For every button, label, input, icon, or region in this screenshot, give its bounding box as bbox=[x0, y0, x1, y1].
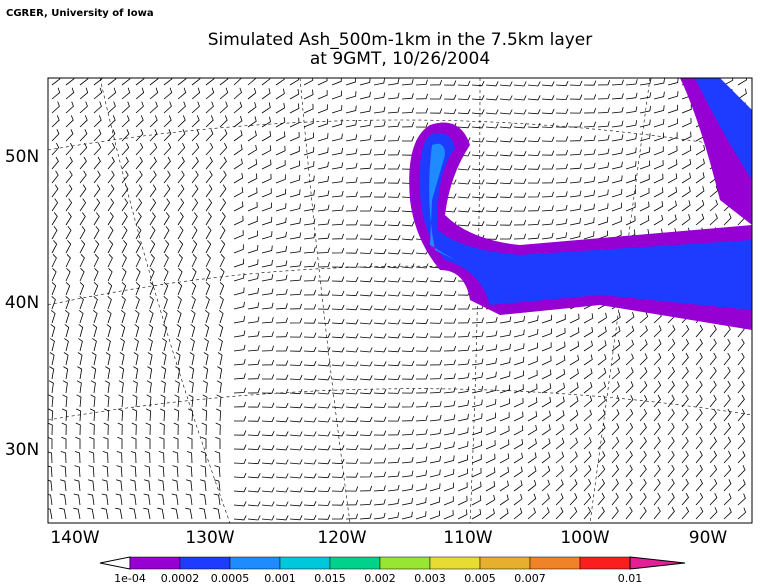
colorbar-label: 1e-04 bbox=[114, 572, 146, 585]
colorbar-label: 0.002 bbox=[364, 572, 396, 585]
lat-label: 50N bbox=[5, 147, 39, 167]
colorbar-over bbox=[629, 556, 686, 570]
lat-label: 40N bbox=[5, 293, 39, 313]
lon-label: 110W bbox=[443, 528, 492, 548]
title-line: Simulated Ash_500m-1km in the 7.5km laye… bbox=[208, 30, 593, 50]
colorbar-segment bbox=[329, 556, 381, 570]
colorbar-segment bbox=[179, 556, 231, 570]
colorbar-label: 0.003 bbox=[414, 572, 446, 585]
colorbar-segment bbox=[229, 556, 281, 570]
lon-label: 120W bbox=[317, 528, 366, 548]
lon-label: 130W bbox=[185, 528, 234, 548]
lon-label: 100W bbox=[560, 528, 609, 548]
ash-plume bbox=[409, 78, 752, 330]
colorbar-segment bbox=[479, 556, 531, 570]
colorbar-label: 0.0002 bbox=[161, 572, 200, 585]
lon-label: 90W bbox=[689, 528, 728, 548]
colorbar-label: 0.007 bbox=[514, 572, 546, 585]
map-area bbox=[48, 78, 752, 523]
colorbar-segment bbox=[129, 556, 181, 570]
colorbar-segment bbox=[579, 556, 631, 570]
colorbar-segment bbox=[279, 556, 331, 570]
lon-label: 140W bbox=[50, 528, 99, 548]
colorbar-segment bbox=[379, 556, 431, 570]
colorbar-label: 0.015 bbox=[314, 572, 346, 585]
colorbar-under bbox=[99, 556, 131, 570]
title-line: at 9GMT, 10/26/2004 bbox=[310, 49, 490, 69]
colorbar-label: 0.0005 bbox=[211, 572, 250, 585]
colorbar-label: 0.001 bbox=[264, 572, 296, 585]
colorbar-segment bbox=[429, 556, 481, 570]
lat-label: 30N bbox=[5, 440, 39, 460]
colorbar-label: 0.01 bbox=[618, 572, 643, 585]
credit: CGRER, University of Iowa bbox=[6, 8, 154, 19]
colorbar-segment bbox=[529, 556, 581, 570]
colorbar-label: 0.005 bbox=[464, 572, 496, 585]
